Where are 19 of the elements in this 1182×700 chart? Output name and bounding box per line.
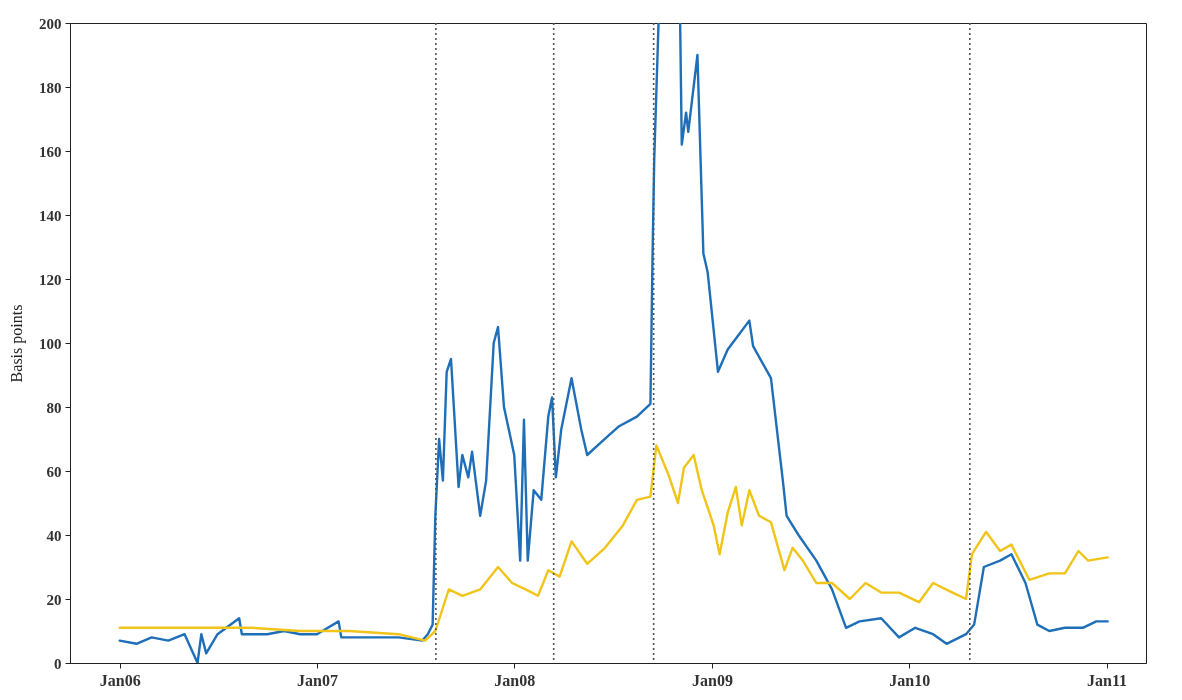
y-tick-label: 0 xyxy=(54,655,62,672)
x-tick-label: Jan07 xyxy=(297,671,338,689)
x-tick-label: Jan11 xyxy=(1087,671,1128,689)
y-tick-label: 160 xyxy=(39,143,62,160)
y-tick-label: 140 xyxy=(39,207,62,224)
y-tick-label: 20 xyxy=(46,591,62,608)
y-tick-label: 40 xyxy=(46,527,62,544)
x-tick-label: Jan10 xyxy=(889,671,931,689)
y-tick-label: 80 xyxy=(46,399,62,416)
line-series xyxy=(118,444,1109,642)
x-tick-label: Jan06 xyxy=(99,671,141,689)
y-axis-title: Basis points xyxy=(8,304,26,383)
y-tick-label: 200 xyxy=(39,15,62,32)
y-tick-label: 60 xyxy=(46,463,62,480)
y-tick-label: 180 xyxy=(39,79,62,96)
y-tick-label: 120 xyxy=(39,271,62,288)
x-tick-label: Jan08 xyxy=(494,671,536,689)
x-tick-label: Jan09 xyxy=(692,671,733,689)
y-tick-label: 100 xyxy=(39,335,62,352)
